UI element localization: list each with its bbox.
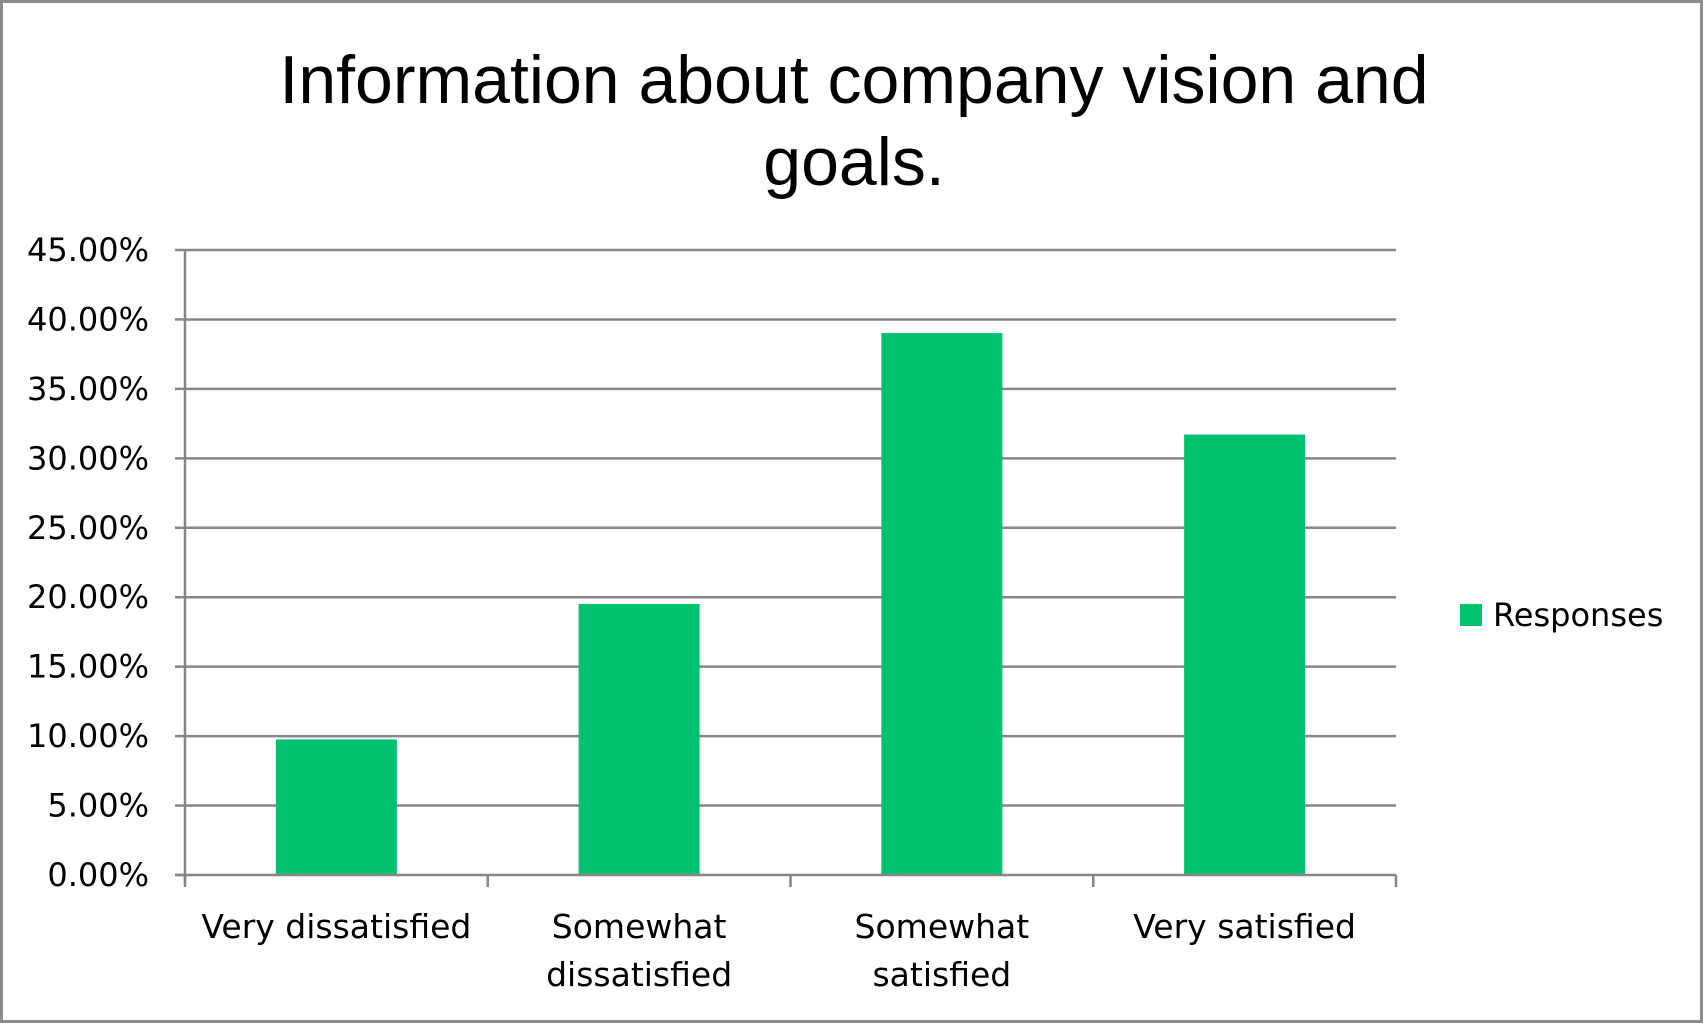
chart-title: Information about company vision andgoal… — [279, 42, 1428, 200]
y-tick-labels: 0.00% 5.00% 10.00% 15.00% 20.00% 25.00% 30.00%… — [27, 231, 149, 894]
legend-swatch — [1460, 604, 1482, 626]
x-category-label: satisfied — [872, 955, 1011, 994]
y-tick-label: 10.00% — [27, 717, 149, 755]
bar — [881, 333, 1003, 875]
bar-chart: Information about company vision andgoal… — [27, 42, 1663, 994]
y-tick-label: 45.00% — [27, 231, 149, 269]
y-tick-label: 30.00% — [27, 439, 149, 477]
legend: Responses — [1460, 596, 1663, 634]
y-tick-label: 20.00% — [27, 578, 149, 616]
x-category-label: Somewhat — [552, 907, 727, 946]
y-tick-label: 0.00% — [47, 856, 149, 894]
y-tick-label: 35.00% — [27, 370, 149, 408]
bars — [275, 333, 1306, 875]
x-category-label: dissatisfied — [546, 955, 732, 994]
axes — [175, 248, 1398, 887]
chart-title-line: Information about company vision and — [279, 42, 1428, 118]
y-tick-label: 40.00% — [27, 300, 149, 338]
legend-label: Responses — [1493, 596, 1663, 634]
y-tick-label: 15.00% — [27, 648, 149, 686]
chart-title-line: goals. — [763, 124, 944, 200]
y-tick-label: 25.00% — [27, 509, 149, 547]
bar — [275, 739, 397, 875]
bar — [578, 604, 700, 875]
x-category-label: Very dissatisfied — [201, 907, 471, 946]
x-category-label: Somewhat — [855, 907, 1030, 946]
y-tick-label: 5.00% — [47, 787, 149, 825]
x-category-labels: Very dissatisfied Somewhat dissatisfied Som… — [201, 907, 1356, 994]
gridlines — [185, 248, 1396, 807]
bar — [1184, 434, 1306, 875]
x-category-label: Very satisfied — [1133, 907, 1356, 946]
